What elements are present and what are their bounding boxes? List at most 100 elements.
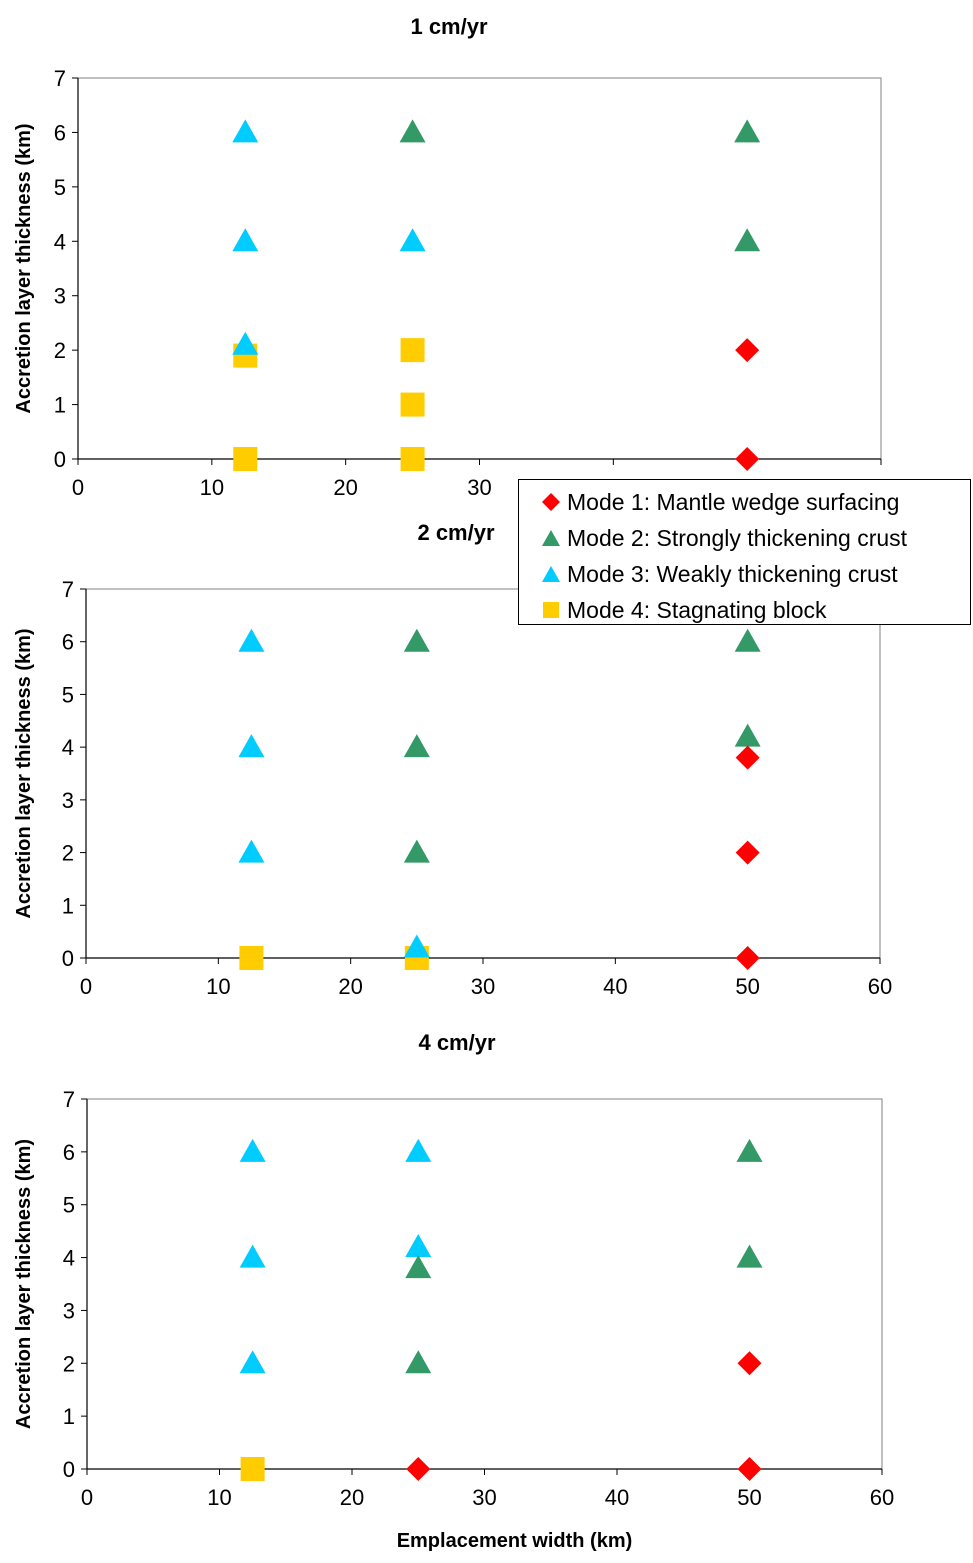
mode-2-point — [403, 734, 430, 758]
y-tick-label: 0 — [63, 1457, 75, 1482]
mode-3-point — [232, 228, 259, 252]
y-tick-label: 6 — [54, 120, 66, 145]
legend-item-mode-3: Mode 3: Weakly thickening crust — [541, 556, 970, 592]
y-tick-label: 4 — [62, 735, 74, 760]
triangle-marker-icon — [541, 564, 561, 584]
y-tick-label: 1 — [63, 1404, 75, 1429]
legend-label-mode-4: Mode 4: Stagnating block — [567, 597, 827, 623]
mode-2-point — [734, 628, 761, 652]
y-tick-label: 3 — [54, 284, 66, 309]
legend-label-mode-3: Mode 3: Weakly thickening crust — [567, 561, 898, 587]
x-tick-label: 30 — [467, 475, 491, 500]
mode-1-point — [737, 1457, 762, 1481]
chart-title: 4 cm/yr — [418, 1030, 495, 1055]
y-tick-label: 2 — [63, 1351, 75, 1376]
y-tick-label: 7 — [54, 66, 66, 91]
x-tick-label: 60 — [870, 1485, 894, 1510]
y-tick-label: 0 — [62, 946, 74, 971]
mode-1-point — [735, 840, 760, 865]
legend-label-mode-1: Mode 1: Mantle wedge surfacing — [567, 489, 900, 515]
y-tick-label: 4 — [54, 229, 66, 254]
y-axis-label: Accretion layer thickness (km) — [13, 123, 35, 413]
legend: Mode 1: Mantle wedge surfacing Mode 2: S… — [518, 479, 971, 625]
mode-1-point — [735, 338, 760, 363]
mode-3-point — [239, 1350, 266, 1374]
mode-2-point — [734, 723, 761, 747]
mode-4-point — [239, 946, 264, 970]
x-tick-label: 50 — [737, 1485, 761, 1510]
y-tick-label: 0 — [54, 447, 66, 472]
x-tick-label: 40 — [605, 1485, 629, 1510]
mode-1-point — [735, 946, 760, 970]
x-tick-label: 10 — [206, 974, 230, 999]
y-tick-label: 3 — [62, 788, 74, 813]
square-marker-icon — [541, 600, 561, 620]
x-tick-label: 10 — [200, 475, 224, 500]
x-tick-label: 30 — [472, 1485, 496, 1510]
x-tick-label: 0 — [72, 475, 84, 500]
y-tick-label: 3 — [63, 1298, 75, 1323]
x-tick-label: 10 — [207, 1485, 231, 1510]
mode-3-point — [238, 734, 265, 758]
plot-area-frame — [86, 1098, 883, 1470]
legend-item-mode-1: Mode 1: Mantle wedge surfacing — [541, 484, 970, 520]
y-tick-label: 6 — [62, 630, 74, 655]
x-tick-label: 20 — [333, 475, 357, 500]
mode-2-point — [405, 1255, 432, 1279]
x-tick-label: 0 — [81, 1485, 93, 1510]
mode-1-point — [737, 1351, 762, 1376]
mode-1-point — [735, 447, 760, 471]
mode-3-point — [232, 119, 259, 143]
mode-3-point — [405, 1138, 432, 1162]
mode-2-point — [736, 1244, 763, 1268]
x-tick-label: 50 — [735, 974, 759, 999]
mode-4-point — [400, 338, 425, 363]
y-tick-label: 5 — [62, 682, 74, 707]
x-tick-label: 30 — [471, 974, 495, 999]
mode-3-point — [238, 839, 265, 863]
y-tick-label: 5 — [63, 1193, 75, 1218]
mode-3-point — [232, 331, 259, 355]
y-tick-label: 7 — [63, 1087, 75, 1112]
mode-4-point — [233, 447, 258, 471]
y-tick-label: 2 — [62, 841, 74, 866]
mode-3-point — [239, 1138, 266, 1162]
x-tick-label: 60 — [868, 974, 892, 999]
legend-item-mode-2: Mode 2: Strongly thickening crust — [541, 520, 970, 556]
mode-2-point — [405, 1350, 432, 1374]
legend-item-mode-4: Mode 4: Stagnating block — [541, 592, 970, 628]
mode-4-point — [240, 1457, 265, 1481]
y-tick-label: 7 — [62, 577, 74, 602]
y-tick-label: 1 — [62, 893, 74, 918]
mode-4-point — [400, 392, 425, 417]
mode-3-point — [238, 628, 265, 652]
x-axis-label: Emplacement width (km) — [397, 1530, 633, 1552]
mode-2-point — [734, 228, 761, 252]
chart-title: 2 cm/yr — [417, 520, 494, 545]
y-tick-label: 2 — [54, 338, 66, 363]
mode-2-point — [403, 839, 430, 863]
diamond-marker-icon — [541, 492, 561, 512]
legend-label-mode-2: Mode 2: Strongly thickening crust — [567, 525, 908, 551]
mode-3-point — [405, 1234, 432, 1257]
mode-1-point — [735, 745, 760, 770]
mode-1-point — [406, 1457, 431, 1481]
mode-3-point — [239, 1244, 266, 1268]
plot-area-frame — [77, 77, 882, 460]
y-axis-label: Accretion layer thickness (km) — [13, 1139, 35, 1429]
mode-3-point — [403, 934, 430, 958]
y-tick-label: 5 — [54, 175, 66, 200]
x-tick-label: 40 — [603, 974, 627, 999]
mode-4-point — [400, 447, 425, 471]
x-tick-label: 20 — [340, 1485, 364, 1510]
mode-3-point — [399, 228, 426, 252]
plot-area-frame — [85, 588, 881, 959]
y-tick-label: 6 — [63, 1140, 75, 1165]
y-tick-label: 1 — [54, 393, 66, 418]
triangle-marker-icon — [541, 528, 561, 548]
x-tick-label: 0 — [80, 974, 92, 999]
mode-2-point — [403, 628, 430, 652]
chart-title: 1 cm/yr — [410, 14, 487, 39]
mode-2-point — [399, 119, 426, 143]
y-tick-label: 4 — [63, 1246, 75, 1271]
